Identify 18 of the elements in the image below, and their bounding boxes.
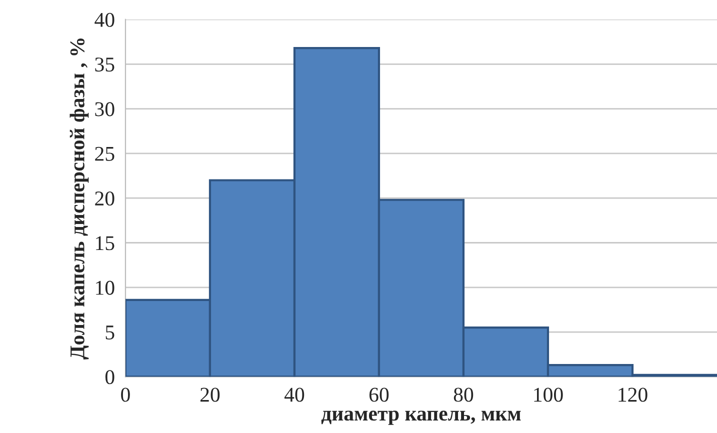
y-axis-title: Доля капель дисперсной фазы , %	[70, 38, 89, 360]
y-tick-label: 5	[106, 326, 114, 340]
y-tick-label: 40	[94, 12, 114, 27]
x-tick-label: 40	[284, 388, 304, 402]
x-tick-label: 60	[369, 388, 389, 402]
x-tick-label: 20	[200, 388, 220, 402]
y-tick-label: 15	[96, 236, 114, 250]
x-tick-label: 80	[454, 388, 474, 402]
y-tick-label: 25	[95, 146, 114, 161]
y-tick-label: 10	[96, 280, 114, 295]
x-axis-title: диаметр капель, мкм	[321, 410, 521, 425]
x-tick-label: 100	[534, 388, 563, 402]
y-tick-label: 0	[105, 370, 114, 384]
y-tick-label: 30	[95, 102, 114, 116]
x-tick-label: 120	[618, 388, 648, 402]
y-tick-label: 35	[95, 58, 114, 72]
y-tick-label: 20	[95, 191, 114, 206]
x-tick-label: 0	[121, 388, 130, 402]
